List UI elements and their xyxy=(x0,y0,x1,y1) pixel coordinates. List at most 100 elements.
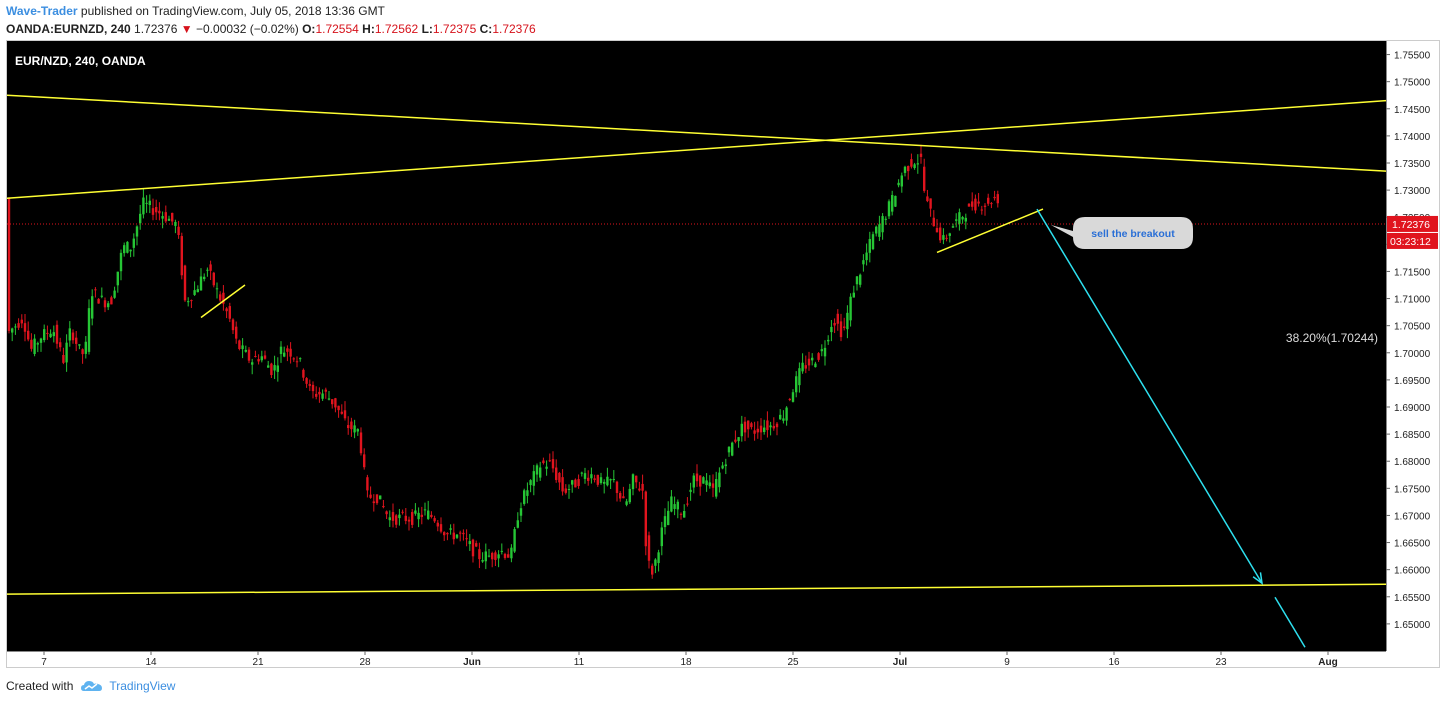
candle-body xyxy=(955,219,958,221)
candle-body xyxy=(615,481,619,493)
candle-body xyxy=(68,328,71,341)
tradingview-link[interactable]: TradingView xyxy=(109,679,176,693)
candle-body xyxy=(551,459,555,469)
candle-body xyxy=(951,226,955,228)
candle-body xyxy=(849,296,852,321)
candle-body xyxy=(254,355,257,357)
candle-body xyxy=(894,195,897,207)
candle-body xyxy=(417,512,420,520)
candle-body xyxy=(555,467,558,480)
trendline-small-channel xyxy=(200,284,246,319)
tradingview-cloud-icon xyxy=(81,681,103,691)
x-tick-label: 21 xyxy=(252,657,264,667)
last-price-badge xyxy=(1387,215,1438,232)
candle-body xyxy=(891,195,894,212)
y-tick-label: 1.70000 xyxy=(1394,349,1431,360)
candle-body xyxy=(788,398,791,400)
candle-body xyxy=(289,348,292,357)
candle-body xyxy=(334,398,337,408)
candle-body xyxy=(830,326,833,333)
candle-body xyxy=(539,467,542,478)
candle-body xyxy=(302,369,305,378)
candle-body xyxy=(500,550,503,552)
author-link[interactable]: Wave-Trader xyxy=(6,4,78,18)
candle-body xyxy=(388,517,391,521)
candle-body xyxy=(190,300,193,302)
x-tick-label: 11 xyxy=(574,657,585,667)
candle-body xyxy=(215,288,219,290)
candle-body xyxy=(820,349,823,352)
candle-body xyxy=(759,425,763,433)
trendline-lower-support xyxy=(7,583,1387,595)
candle-body xyxy=(23,323,27,332)
candle-body xyxy=(804,365,807,369)
candle-body xyxy=(827,339,830,342)
candle-body xyxy=(916,163,919,165)
candle-body xyxy=(542,460,545,463)
candle-body xyxy=(852,292,855,298)
low-label: L: xyxy=(421,22,433,36)
candle-body xyxy=(158,210,161,214)
y-tick-label: 1.75000 xyxy=(1394,78,1431,89)
candle-body xyxy=(743,421,747,433)
candle-body xyxy=(49,333,52,338)
candle-body xyxy=(449,528,452,530)
candle-body xyxy=(843,326,846,328)
candle-body xyxy=(526,490,529,496)
y-tick-label: 1.74000 xyxy=(1394,132,1431,143)
candle-body xyxy=(327,398,331,400)
candle-body xyxy=(641,483,644,491)
candle-body xyxy=(971,201,974,207)
candle-body xyxy=(967,203,971,207)
candle-body xyxy=(372,501,375,504)
candle-body xyxy=(404,515,407,521)
candle-body xyxy=(647,535,651,561)
candle-body xyxy=(619,492,622,499)
price-chart[interactable]: 1.75500 1.75000 1.74500 1.74000 1.73500 1.730… xyxy=(7,41,1439,667)
candle-body xyxy=(593,478,596,480)
candle-body xyxy=(305,378,308,384)
candle-body xyxy=(107,303,110,308)
candle-body xyxy=(238,340,241,350)
candle-body xyxy=(718,472,721,488)
candle-body xyxy=(939,227,942,241)
candle-body xyxy=(7,198,11,331)
candle-body xyxy=(180,236,183,276)
candle-body xyxy=(587,477,590,481)
candle-body xyxy=(276,365,279,372)
candle-body xyxy=(903,166,907,173)
candle-body xyxy=(769,425,772,428)
created-with-text: Created with xyxy=(6,679,74,693)
candle-body xyxy=(164,212,167,222)
candle-body xyxy=(62,355,65,363)
candle-body xyxy=(279,346,283,355)
candle-body xyxy=(497,554,500,559)
candle-body xyxy=(782,418,785,421)
candle-body xyxy=(455,534,459,538)
candle-body xyxy=(321,393,324,399)
candle-body xyxy=(580,472,583,474)
candle-body xyxy=(945,237,948,239)
candle-body xyxy=(251,362,254,365)
candle-body xyxy=(356,429,359,432)
chart-frame[interactable]: 1.75500 1.75000 1.74500 1.74000 1.73500 1.730… xyxy=(6,40,1440,668)
candle-body xyxy=(379,495,382,500)
candle-body xyxy=(651,565,654,575)
arrow-head-icon xyxy=(1252,572,1263,585)
candle-body xyxy=(897,182,900,186)
published-text: published on TradingView.com, July 05, 2… xyxy=(77,4,385,18)
candle-body xyxy=(737,437,740,442)
candle-body xyxy=(519,508,523,516)
candle-body xyxy=(206,269,209,271)
candle-body xyxy=(420,514,423,517)
candle-body xyxy=(923,166,926,191)
candle-body xyxy=(318,391,321,395)
countdown-badge xyxy=(1387,232,1438,249)
candle-body xyxy=(446,532,449,535)
candle-body xyxy=(817,353,820,360)
candle-body xyxy=(791,392,795,402)
candle-body xyxy=(839,321,843,338)
candle-body xyxy=(161,216,164,219)
candle-body xyxy=(503,553,507,558)
high-value: 1.72562 xyxy=(374,22,419,36)
